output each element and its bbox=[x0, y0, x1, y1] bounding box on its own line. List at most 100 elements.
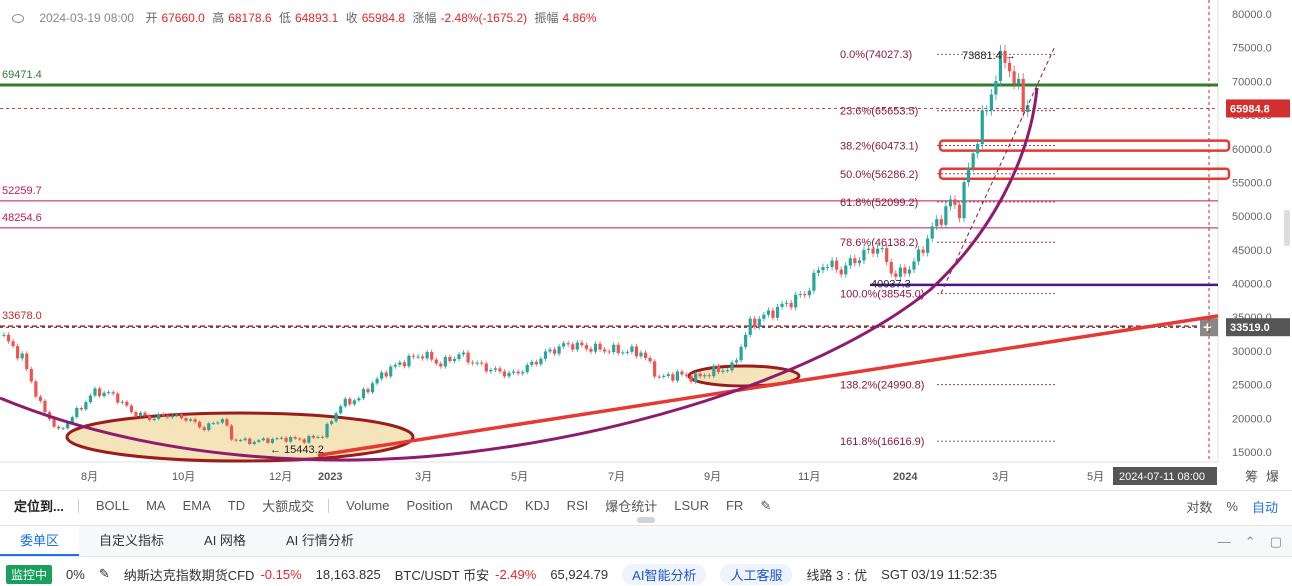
y-tick-label: 40000.0 bbox=[1232, 279, 1272, 291]
candle-body bbox=[193, 419, 197, 422]
candle-body bbox=[293, 437, 297, 439]
candle-body bbox=[325, 423, 329, 438]
candle-body bbox=[416, 356, 420, 358]
candle-body bbox=[957, 204, 962, 219]
horizontal-level-label: 48254.6 bbox=[2, 212, 42, 224]
connection-line[interactable]: 线路 3 : 优 bbox=[806, 567, 868, 583]
pencil-icon[interactable]: ✎ bbox=[98, 566, 110, 581]
candle-body bbox=[129, 405, 133, 413]
indicator-boll[interactable]: BOLL bbox=[95, 498, 130, 513]
indicator-volume[interactable]: Volume bbox=[346, 498, 390, 513]
indicator-ma[interactable]: MA bbox=[146, 498, 166, 513]
candle-body bbox=[589, 348, 593, 352]
candle-body bbox=[179, 414, 184, 419]
y-scroll-handle[interactable] bbox=[1284, 210, 1290, 246]
candle-body bbox=[748, 318, 752, 335]
percent-scale-toggle[interactable]: % bbox=[1226, 498, 1238, 514]
candle-body bbox=[380, 372, 384, 379]
log-scale-toggle[interactable]: 对数 bbox=[1186, 499, 1213, 515]
customer-service-button[interactable]: 人工客服 bbox=[720, 563, 793, 585]
monitor-badge[interactable]: 监控中 bbox=[6, 564, 53, 584]
chart-area[interactable]: 80000.075000.070000.065000.060000.055000… bbox=[0, 0, 1292, 490]
tab-ai-analysis[interactable]: AI 行情分析 bbox=[285, 533, 354, 548]
change-value: -2.48%(-1675.2) bbox=[440, 11, 528, 25]
candle-body bbox=[402, 362, 406, 367]
tab-custom-indicators[interactable]: 自定义指标 bbox=[99, 533, 165, 548]
candle-body bbox=[361, 389, 366, 399]
add-alert-button[interactable] bbox=[1200, 318, 1218, 337]
candle-body bbox=[744, 334, 748, 347]
candle-body bbox=[38, 396, 42, 401]
indicator-lsur[interactable]: LSUR bbox=[674, 498, 709, 513]
candle-body bbox=[125, 401, 129, 406]
candle-body bbox=[512, 371, 516, 373]
eye-icon[interactable] bbox=[12, 14, 24, 23]
indicator-ema[interactable]: EMA bbox=[182, 498, 211, 513]
candle-body bbox=[675, 371, 679, 381]
fib-level-label: 138.2%(24990.8) bbox=[840, 380, 924, 392]
candle-body bbox=[739, 346, 743, 361]
candle-body bbox=[621, 352, 625, 354]
fib-level-label: 161.8%(16616.9) bbox=[840, 436, 924, 448]
indicator-td[interactable]: TD bbox=[227, 498, 246, 513]
candle-body bbox=[876, 248, 880, 254]
candle-body bbox=[225, 419, 229, 426]
candle-body bbox=[1017, 78, 1021, 84]
clock: SGT 03/19 11:52:35 bbox=[881, 566, 998, 582]
current-price-label: 65984.8 bbox=[1230, 103, 1270, 115]
locate-button[interactable]: 定位到... bbox=[14, 499, 64, 514]
candle-body bbox=[239, 440, 243, 442]
fib-highlight-box[interactable] bbox=[938, 167, 1231, 181]
indicator-macd[interactable]: MACD bbox=[469, 498, 509, 513]
indicator-fr[interactable]: FR bbox=[725, 498, 744, 513]
ticker-nasdaq-name[interactable]: 纳斯达克指数期货CFD bbox=[123, 567, 255, 583]
candle-body bbox=[807, 290, 811, 296]
indicator-liquidation[interactable]: 爆仓统计 bbox=[605, 499, 658, 514]
y-axis-panel bbox=[1218, 0, 1292, 490]
candle-body bbox=[307, 435, 311, 443]
panel-controls: — ⌃ ▢ bbox=[1218, 534, 1282, 550]
indicator-position[interactable]: Position bbox=[406, 498, 453, 513]
candle-body bbox=[452, 358, 457, 362]
candle-body bbox=[220, 419, 224, 423]
ticker-btc-name[interactable]: BTC/USDT 币安 bbox=[394, 567, 490, 583]
current-price-box bbox=[1226, 99, 1290, 118]
ai-analysis-button[interactable]: AI智能分析 bbox=[622, 563, 707, 585]
candle-body bbox=[29, 368, 33, 382]
candle-body bbox=[439, 363, 443, 367]
ellipse-zone-2023[interactable] bbox=[687, 364, 801, 388]
indicator-large-trades[interactable]: 大额成交 bbox=[262, 499, 315, 514]
candle-body bbox=[812, 272, 816, 291]
candle-body bbox=[407, 355, 411, 367]
candle-body bbox=[930, 226, 934, 239]
panel-resize-handle[interactable] bbox=[637, 517, 655, 523]
candle-body bbox=[493, 368, 497, 370]
candle-body bbox=[712, 365, 716, 377]
candle-body bbox=[775, 306, 780, 318]
tab-ai-grid[interactable]: AI 网格 bbox=[204, 533, 246, 548]
minimize-icon[interactable]: — bbox=[1217, 534, 1231, 549]
candle-body bbox=[175, 414, 179, 416]
candle-body bbox=[430, 352, 434, 360]
edit-icon[interactable]: ✎ bbox=[760, 497, 772, 513]
tab-orders[interactable]: 委单区 bbox=[0, 526, 80, 556]
candle-body bbox=[443, 356, 447, 367]
open-label: 开 bbox=[145, 11, 158, 25]
maximize-icon[interactable]: ▢ bbox=[1269, 534, 1282, 549]
auto-scale-toggle[interactable]: 自动 bbox=[1251, 499, 1278, 515]
candle-body bbox=[662, 375, 666, 377]
indicator-rsi[interactable]: RSI bbox=[566, 498, 589, 513]
candle-body bbox=[170, 415, 174, 418]
ticker-nasdaq-price: 18,163.825 bbox=[315, 566, 381, 582]
candle-body bbox=[421, 356, 425, 359]
trend-line[interactable] bbox=[317, 314, 1219, 458]
expand-icon[interactable]: ⌃ bbox=[1244, 534, 1256, 549]
fib-highlight-box[interactable] bbox=[938, 139, 1231, 152]
indicator-kdj[interactable]: KDJ bbox=[525, 498, 550, 513]
parabolic-curve[interactable] bbox=[0, 87, 1039, 462]
candle-body bbox=[889, 262, 893, 274]
candle-body bbox=[211, 423, 215, 425]
candle-body bbox=[370, 383, 375, 393]
horizontal-level-label: 52259.7 bbox=[2, 185, 42, 197]
price-chart[interactable]: 80000.075000.070000.065000.060000.055000… bbox=[0, 0, 1292, 490]
